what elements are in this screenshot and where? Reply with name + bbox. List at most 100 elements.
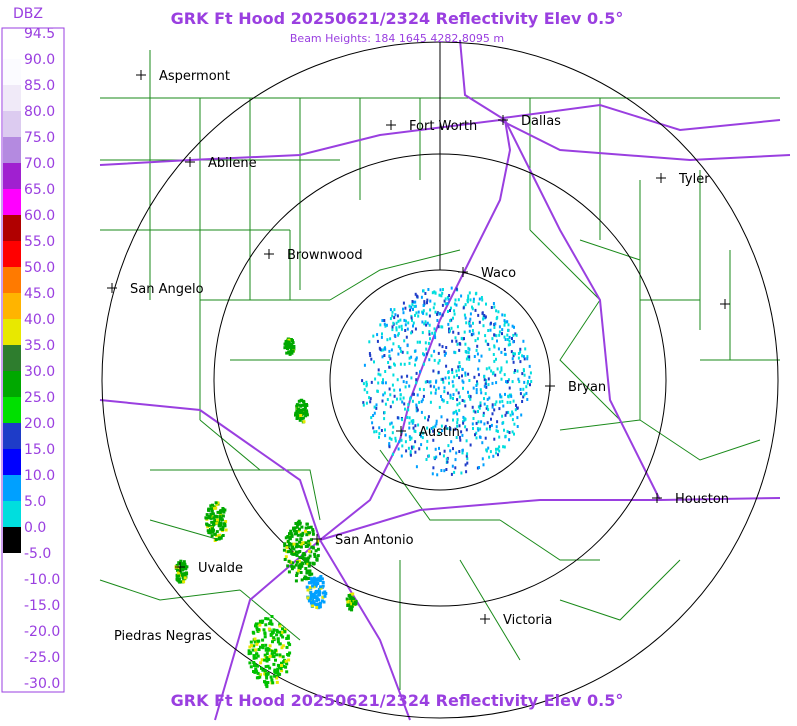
- city-label: Piedras Negras: [114, 629, 212, 644]
- echo: [292, 547, 296, 551]
- echo: [266, 681, 270, 684]
- city-label: Fort Worth: [409, 119, 477, 134]
- echo: [301, 555, 305, 559]
- echo: [377, 372, 380, 376]
- echo: [444, 424, 447, 428]
- echo: [441, 313, 444, 317]
- echo: [468, 379, 471, 382]
- echo: [416, 408, 419, 412]
- echo: [384, 381, 387, 385]
- echo: [270, 615, 274, 618]
- echo: [485, 385, 488, 389]
- echo: [289, 532, 293, 536]
- legend-swatch: [3, 657, 21, 683]
- echo: [221, 514, 225, 518]
- echo: [461, 374, 463, 378]
- echo: [511, 418, 514, 422]
- echo: [428, 330, 431, 334]
- echo: [468, 321, 471, 325]
- echo: [435, 380, 437, 384]
- echo: [444, 351, 447, 355]
- echo: [517, 352, 520, 355]
- echo: [478, 359, 481, 363]
- echo: [467, 294, 470, 298]
- echo: [370, 380, 373, 384]
- echo: [427, 415, 430, 419]
- legend-value: 15.0: [24, 442, 55, 458]
- echo: [407, 446, 410, 450]
- echo: [210, 509, 214, 513]
- echo: [320, 599, 324, 603]
- echo: [283, 544, 287, 548]
- echo: [365, 401, 368, 405]
- echo: [289, 342, 293, 346]
- echo: [508, 393, 511, 397]
- echo: [455, 388, 458, 392]
- echo: [304, 529, 307, 533]
- echo: [403, 318, 406, 322]
- echo: [257, 628, 261, 632]
- echo: [446, 401, 449, 404]
- echo: [509, 342, 512, 346]
- city-label: Austin: [419, 425, 460, 440]
- echo: [453, 312, 456, 316]
- echo: [294, 563, 298, 567]
- echo: [318, 605, 322, 609]
- echo: [396, 378, 399, 382]
- echo: [481, 441, 484, 445]
- echo: [256, 654, 260, 658]
- echo: [413, 392, 415, 396]
- echo: [284, 339, 288, 343]
- echo: [422, 431, 425, 435]
- echo: [392, 425, 395, 429]
- echo: [321, 595, 325, 599]
- echo: [346, 604, 350, 607]
- echo: [399, 388, 401, 392]
- echo: [434, 424, 437, 428]
- echo: [437, 386, 440, 390]
- echo: [408, 304, 411, 308]
- echo: [503, 323, 506, 327]
- city-label: Brownwood: [287, 248, 363, 263]
- legend-swatch: [3, 527, 21, 553]
- legend-value: -30.0: [24, 676, 60, 692]
- echo: [485, 302, 487, 306]
- echo: [395, 326, 398, 330]
- echo: [289, 529, 293, 533]
- echo: [283, 342, 287, 346]
- echo: [468, 357, 471, 361]
- echo: [222, 522, 226, 526]
- echo: [275, 676, 279, 680]
- echo: [437, 351, 440, 355]
- echo: [523, 373, 526, 377]
- echo: [433, 334, 436, 337]
- echo: [408, 416, 411, 420]
- echo: [304, 557, 308, 561]
- echo: [322, 600, 326, 604]
- echo: [285, 343, 289, 347]
- echo: [446, 427, 449, 430]
- echo: [440, 469, 443, 472]
- echo: [519, 350, 522, 354]
- echo: [473, 355, 476, 358]
- echo: [309, 590, 313, 594]
- echo: [422, 362, 425, 366]
- echo: [268, 666, 272, 670]
- echo: [281, 635, 285, 639]
- echo: [205, 513, 209, 517]
- echo: [294, 522, 298, 525]
- echo: [493, 326, 496, 329]
- echo: [496, 339, 498, 343]
- echo: [451, 371, 454, 374]
- echo: [491, 405, 494, 409]
- echo: [381, 399, 384, 403]
- echo: [181, 574, 185, 578]
- echo: [477, 410, 479, 413]
- echo: [458, 365, 461, 368]
- echo: [511, 412, 514, 416]
- echo: [489, 328, 492, 332]
- echo: [489, 450, 492, 454]
- echo: [496, 429, 499, 433]
- echo: [501, 414, 504, 418]
- echo: [309, 538, 313, 542]
